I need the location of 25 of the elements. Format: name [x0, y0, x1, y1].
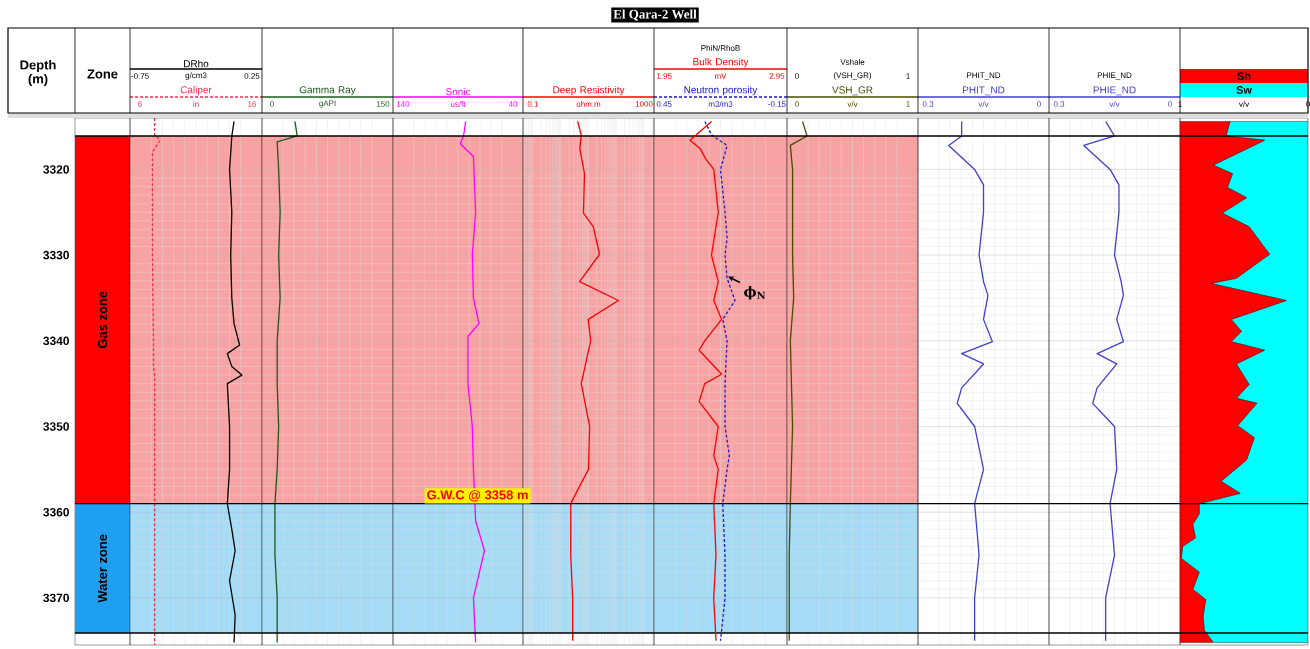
text: Caliper	[180, 86, 212, 96]
text: Neutron porosity	[684, 86, 758, 96]
y-tick-label: 3350	[43, 422, 69, 431]
series-label: Water zone	[97, 534, 108, 603]
text: Bulk Density	[693, 58, 749, 68]
text: Sonic	[446, 87, 471, 96]
text: Deep Resistivity	[553, 86, 625, 96]
text: PHIT_ND	[963, 86, 1005, 96]
text: Gamma Ray	[299, 86, 356, 96]
text: El Qara-2 Well	[613, 9, 697, 21]
annotation: ϕ$_{N}$	[744, 286, 766, 300]
text: PHIE_ND	[1093, 86, 1136, 96]
text: DRho	[184, 59, 209, 68]
y-tick-label: 3330	[43, 250, 69, 260]
y-tick-label: 3370	[43, 593, 69, 603]
annotation: G.W.C @ 3358 m	[427, 490, 528, 502]
y-axis-title: Depth (m)	[20, 59, 56, 86]
text: Sw	[1236, 86, 1252, 94]
series-label: Gas zone	[97, 291, 108, 349]
y-tick-label: 3320	[43, 165, 69, 174]
text: VSH_GR	[832, 86, 873, 96]
x-axis-title: Zone	[87, 69, 118, 79]
y-tick-label: 3340	[43, 336, 69, 346]
y-tick-label: 3360	[43, 507, 69, 517]
text: Sh	[1237, 71, 1251, 81]
